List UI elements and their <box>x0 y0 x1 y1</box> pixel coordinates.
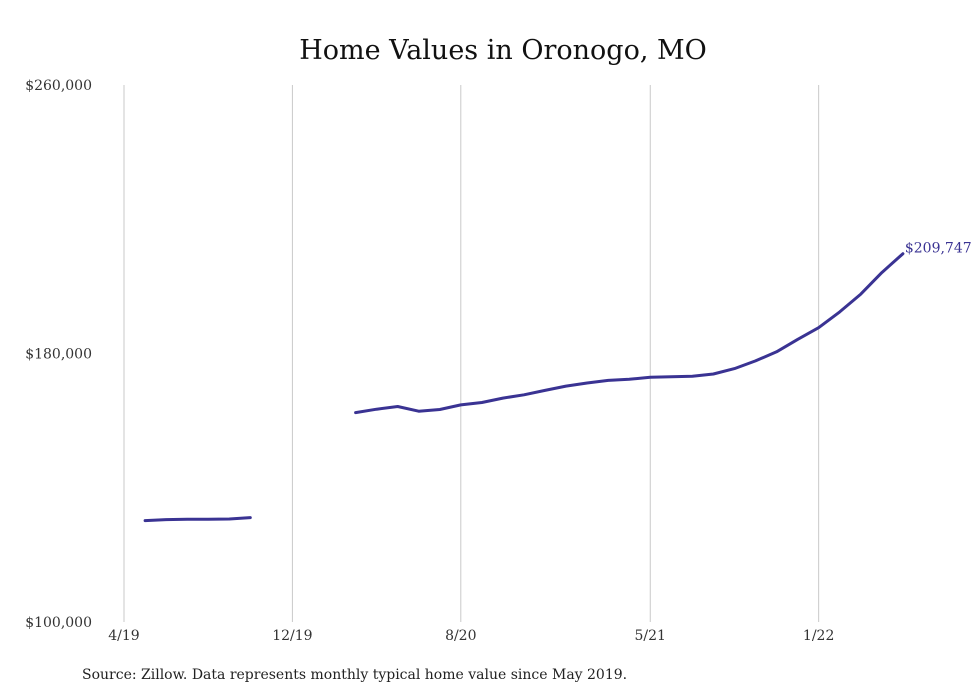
chart-title: Home Values in Oronogo, MO <box>299 35 707 66</box>
y-tick-label: $260,000 <box>25 78 92 94</box>
y-tick-label: $100,000 <box>25 615 92 631</box>
series-line-segment <box>354 252 905 415</box>
y-axis: $260,000 $180,000 $100,000 <box>25 78 92 631</box>
x-tick-label: 12/19 <box>272 628 312 644</box>
series-layer <box>143 252 905 523</box>
x-tick-label: 5/21 <box>635 628 666 644</box>
x-tick-label: 4/19 <box>108 628 139 644</box>
series-line-segment <box>143 516 252 523</box>
grid <box>123 85 820 622</box>
end-value-label: $209,747 <box>905 241 972 257</box>
x-tick-label: 8/20 <box>445 628 476 644</box>
x-axis: 4/19 12/19 8/20 5/21 1/22 <box>108 628 834 644</box>
x-tick-label: 1/22 <box>803 628 834 644</box>
y-tick-label: $180,000 <box>25 347 92 363</box>
source-note: Source: Zillow. Data represents monthly … <box>82 667 628 683</box>
